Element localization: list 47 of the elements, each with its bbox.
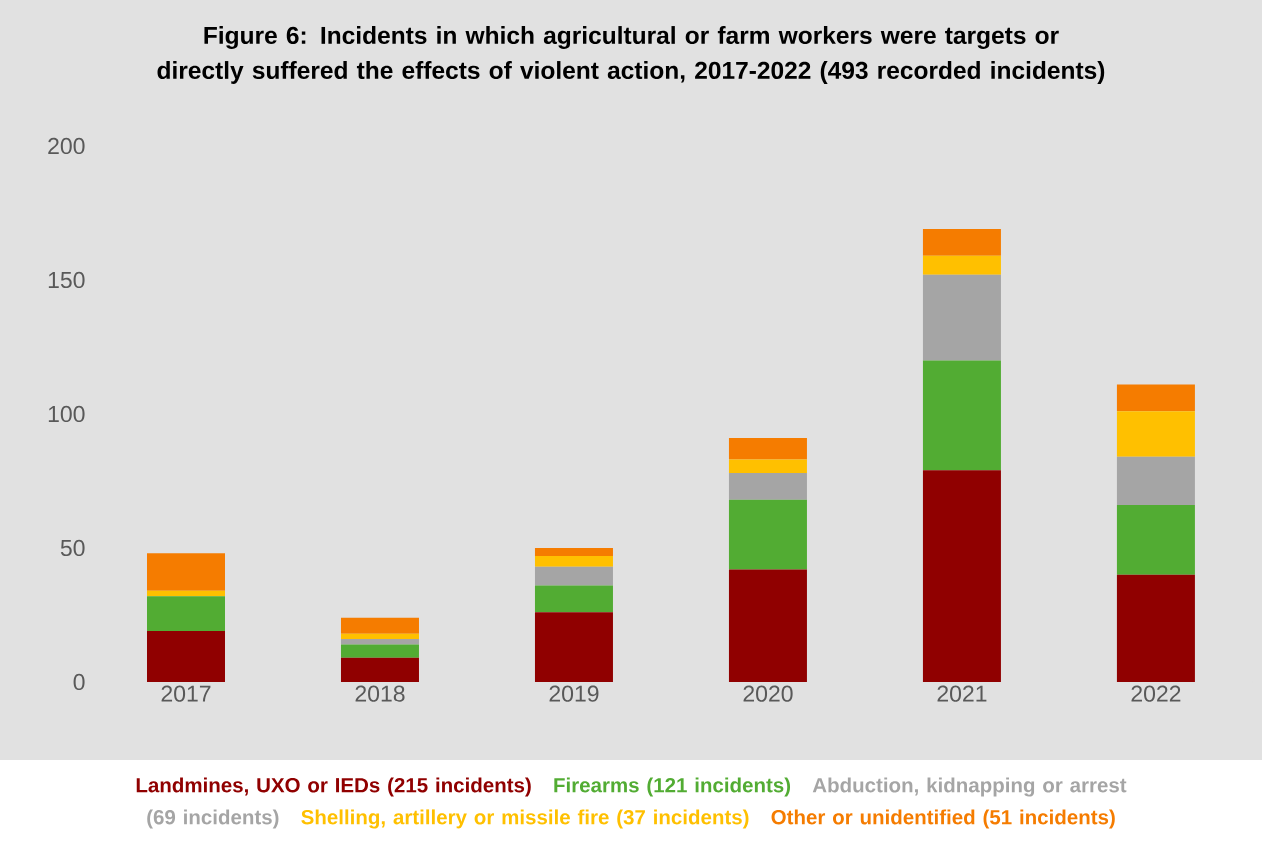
- bar: [534, 556, 613, 567]
- bar: [1116, 384, 1195, 412]
- bar: [728, 499, 807, 570]
- bar: [922, 470, 1001, 682]
- bar: [534, 547, 613, 557]
- bar: [147, 590, 225, 597]
- bar: [728, 472, 807, 500]
- x-tick-label: 2020: [743, 685, 793, 702]
- bar: [147, 596, 225, 632]
- x-tick-label: 2018: [355, 685, 405, 702]
- y-tick-label: 100: [48, 405, 85, 423]
- y-tick-label: 150: [48, 271, 85, 289]
- bar: [1116, 411, 1195, 457]
- bar: [922, 255, 1001, 275]
- bar: [340, 639, 419, 645]
- text: Abduction, kidnapping or arrest: [812, 777, 1127, 797]
- bar: [1116, 574, 1195, 682]
- bar: [147, 553, 225, 591]
- bar: [1116, 456, 1195, 506]
- y-tick-label: 50: [60, 539, 85, 557]
- text: Landmines, UXO or IEDs (215 incidents): [136, 777, 531, 797]
- bar: [922, 229, 1001, 256]
- bar: [922, 274, 1001, 361]
- bar: [534, 585, 613, 613]
- bar: [922, 360, 1001, 471]
- text: (69 incidents): [147, 809, 279, 829]
- y-tick-label: 200: [48, 137, 85, 155]
- bar: [340, 657, 419, 682]
- bar: [1116, 505, 1195, 575]
- chart-title: Figure 6: Incidents in which agricultural or farm workers were targets or directly suffered the effects of violent action, 2017-2022 (493 recorded incidents): [157, 26, 1105, 84]
- text: Firearms (121 incidents): [554, 777, 791, 797]
- bar: [534, 612, 613, 682]
- bar: [534, 566, 613, 586]
- bar: [340, 617, 419, 634]
- bar: [340, 644, 419, 658]
- x-tick-label: 2019: [549, 685, 599, 702]
- bar: [147, 631, 225, 682]
- bar: [728, 438, 807, 460]
- x-tick-label: 2017: [161, 685, 211, 702]
- bar: [340, 633, 419, 640]
- x-tick-label: 2022: [1131, 685, 1181, 702]
- bar: [728, 459, 807, 473]
- x-tick-label: 2021: [937, 685, 987, 702]
- bar: [728, 569, 807, 682]
- text: Shelling, artillery or missile fire (37 incidents): [301, 809, 749, 829]
- y-tick-label: 0: [73, 673, 85, 691]
- text: Other or unidentified (51 incidents): [771, 809, 1115, 829]
